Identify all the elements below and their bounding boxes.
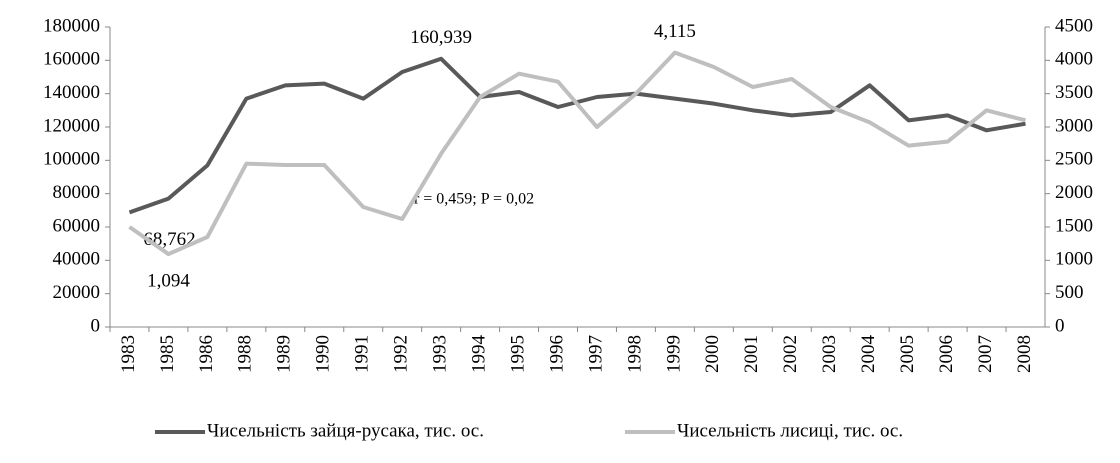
x-tick-label: 2001 bbox=[741, 335, 762, 373]
x-tick-label: 2005 bbox=[897, 335, 918, 373]
x-tick-label: 1983 bbox=[118, 335, 139, 373]
x-tick-label: 1995 bbox=[507, 335, 528, 373]
series-line bbox=[128, 50, 1027, 257]
x-tick-label: 1993 bbox=[430, 335, 451, 373]
x-tick-label: 2006 bbox=[936, 335, 957, 373]
x-tick-label: 2007 bbox=[975, 335, 996, 373]
y2-tick-label: 4000 bbox=[1055, 49, 1093, 70]
x-tick-label: 1990 bbox=[313, 335, 334, 373]
y2-tick-label: 0 bbox=[1055, 315, 1065, 336]
y-tick-label: 80000 bbox=[53, 182, 101, 203]
x-tick-label: 2003 bbox=[819, 335, 840, 373]
x-tick-label: 1999 bbox=[663, 335, 684, 373]
x-tick-label: 1992 bbox=[391, 335, 412, 373]
y2-tick-label: 1000 bbox=[1055, 249, 1093, 270]
y2-tick-label: 4500 bbox=[1055, 15, 1093, 36]
data-label: 1,094 bbox=[147, 270, 190, 291]
x-tick-label: 2008 bbox=[1014, 335, 1035, 373]
data-label: 160,939 bbox=[410, 27, 472, 48]
legend-label: Чисельність зайця-русака, тис. ос. bbox=[207, 420, 484, 441]
y-tick-label: 0 bbox=[91, 315, 101, 336]
y2-tick-label: 3000 bbox=[1055, 115, 1093, 136]
y-tick-label: 40000 bbox=[53, 249, 101, 270]
y-tick-label: 120000 bbox=[43, 115, 100, 136]
y2-tick-label: 2500 bbox=[1055, 149, 1093, 170]
x-tick-label: 1994 bbox=[468, 335, 489, 374]
y-tick-label: 140000 bbox=[43, 82, 100, 103]
y-tick-label: 60000 bbox=[53, 215, 101, 236]
x-tick-label: 1991 bbox=[352, 335, 373, 373]
x-tick-label: 1997 bbox=[585, 335, 606, 373]
legend-label: Чисельність лисиці, тис. ос. bbox=[677, 420, 903, 441]
x-tick-label: 1985 bbox=[157, 335, 178, 373]
y2-tick-label: 1500 bbox=[1055, 215, 1093, 236]
y-tick-label: 100000 bbox=[43, 149, 100, 170]
y-tick-label: 160000 bbox=[43, 49, 100, 70]
y2-tick-label: 2000 bbox=[1055, 182, 1093, 203]
y-tick-label: 20000 bbox=[53, 282, 101, 303]
y2-tick-label: 500 bbox=[1055, 282, 1084, 303]
x-tick-label: 1986 bbox=[196, 335, 217, 373]
data-label: 4,115 bbox=[654, 21, 696, 42]
x-tick-label: 1988 bbox=[235, 335, 256, 373]
x-tick-label: 2000 bbox=[702, 335, 723, 373]
x-tick-label: 2004 bbox=[858, 335, 879, 374]
x-tick-label: 1996 bbox=[546, 335, 567, 373]
y-tick-label: 180000 bbox=[43, 15, 100, 36]
annotation: r = 0,459; P = 0,02 bbox=[414, 191, 534, 208]
x-tick-label: 1989 bbox=[274, 335, 295, 373]
y2-tick-label: 3500 bbox=[1055, 82, 1093, 103]
x-tick-label: 2002 bbox=[780, 335, 801, 373]
x-tick-label: 1998 bbox=[624, 335, 645, 373]
